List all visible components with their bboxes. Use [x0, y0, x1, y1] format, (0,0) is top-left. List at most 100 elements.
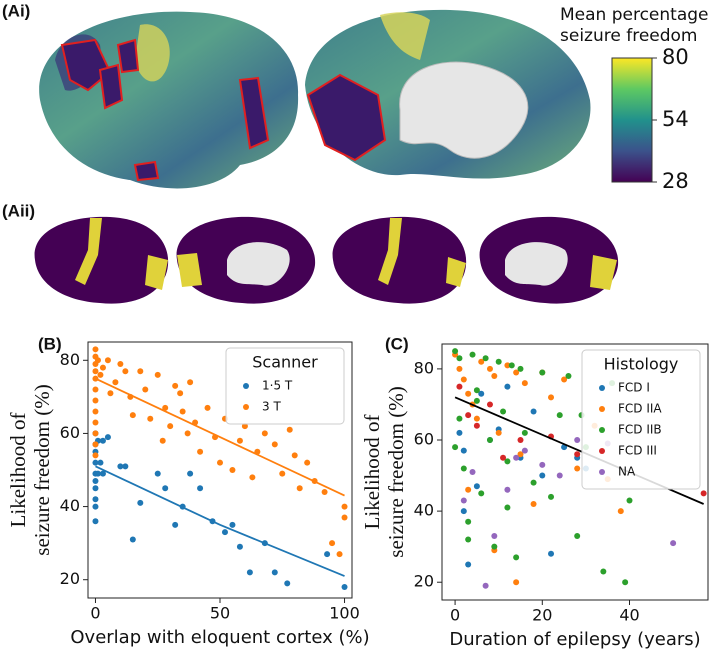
scatter-point	[92, 452, 99, 459]
colorbar-tick-label: 80	[662, 45, 689, 69]
scatter-point	[286, 426, 293, 433]
scatter-point	[622, 579, 629, 586]
scatter-point	[556, 472, 563, 479]
scatter-point	[521, 380, 528, 387]
scatter-point	[495, 429, 502, 436]
scatter-point	[456, 415, 463, 422]
x-axis-label: Duration of epilepsy (years)	[449, 629, 700, 650]
x-tick-label: 100	[329, 604, 360, 623]
scatter-point	[491, 533, 498, 539]
scatter-point	[500, 454, 507, 461]
scatter-point	[504, 383, 511, 390]
scatter-point	[99, 364, 106, 371]
scatter-point	[246, 569, 253, 576]
y-tick-label: 60	[414, 430, 434, 449]
scatter-point	[565, 373, 572, 379]
scatter-point	[92, 459, 99, 466]
scatter-point	[495, 358, 502, 365]
scatter-point	[122, 368, 129, 375]
scatter-point	[324, 551, 331, 558]
scatter-point	[508, 362, 515, 369]
scatter-point	[197, 448, 204, 455]
scatter-point	[500, 408, 507, 415]
scatter-point	[452, 348, 459, 355]
scatter-point	[460, 508, 467, 515]
scatter-point	[92, 346, 99, 353]
scatter-point	[574, 465, 581, 472]
scatter-point	[162, 485, 169, 492]
scatter-point	[561, 376, 568, 383]
scatter-point	[469, 469, 476, 475]
scatter-point	[204, 404, 211, 411]
scatter-point	[172, 382, 179, 389]
scatter-point	[92, 503, 99, 510]
y-axis-label: seizure freedom (%)	[30, 384, 54, 555]
scatter-point	[112, 379, 119, 386]
scatter-point	[117, 463, 124, 470]
scatter-point	[321, 488, 328, 495]
scatter-point	[137, 368, 144, 375]
brain-medial	[305, 9, 591, 179]
scatter-point	[291, 452, 298, 459]
fit-line	[95, 377, 345, 497]
legend-marker	[243, 404, 249, 410]
scatter-point	[179, 408, 186, 415]
scatter-point	[539, 461, 546, 468]
scatter-point	[486, 401, 493, 408]
scatter-point	[465, 561, 472, 568]
scatter-point	[670, 540, 677, 547]
panel-label: (B)	[38, 334, 62, 353]
scatter-point	[217, 459, 223, 466]
legend-label: FCD I	[618, 381, 650, 395]
scatter-point	[92, 496, 99, 503]
scatter-point	[271, 441, 278, 448]
x-tick-label: 20	[532, 606, 552, 625]
colorbar-tick-label: 54	[662, 107, 689, 131]
scatter-point	[92, 485, 99, 492]
y-tick-label: 20	[60, 569, 80, 588]
scatter-point	[504, 504, 511, 511]
legend-label: FCD III	[618, 444, 657, 458]
scatter-point	[92, 408, 99, 415]
scatter-point	[465, 390, 472, 397]
scatter-point	[513, 454, 520, 461]
scatter-point	[187, 470, 194, 477]
scatter-point	[460, 376, 467, 383]
x-tick-label: 40	[619, 606, 639, 625]
scatter-point	[229, 467, 236, 473]
panel-label: (Ai)	[2, 1, 30, 20]
scatter-point	[97, 371, 104, 378]
y-tick-label: 20	[414, 572, 434, 591]
scatter-point	[491, 543, 498, 550]
scatter-point	[154, 470, 161, 477]
scatter-point	[341, 503, 348, 510]
scatter-point	[486, 437, 493, 443]
scatter-point	[482, 582, 489, 589]
scatter-point	[504, 458, 511, 465]
scatter-point	[478, 358, 485, 365]
scatter-point	[530, 479, 537, 486]
x-axis-label: Overlap with eloquent cortex (%)	[70, 627, 369, 648]
y-tick-label: 60	[60, 423, 80, 442]
scatter-point	[159, 437, 166, 444]
scatter-point	[122, 463, 129, 470]
scatter-point	[548, 550, 555, 557]
scatter-point	[167, 423, 174, 430]
scatter-point	[574, 533, 581, 539]
scatter-point	[465, 412, 472, 419]
scatter-point	[142, 386, 149, 393]
scatter-point	[473, 387, 480, 394]
scatter-point	[177, 390, 184, 397]
colorbar-tick-label: 28	[662, 169, 689, 193]
scatter-point	[600, 568, 607, 575]
scatter-point	[556, 412, 563, 419]
scatter-point	[473, 483, 480, 490]
scatter-point	[469, 351, 476, 358]
scatter-point	[147, 415, 154, 422]
y-tick-label: 40	[414, 501, 434, 520]
legend-box	[581, 349, 701, 490]
scatter-point	[700, 490, 707, 497]
legend-title: Scanner	[252, 353, 318, 372]
scatter-point	[129, 536, 136, 543]
